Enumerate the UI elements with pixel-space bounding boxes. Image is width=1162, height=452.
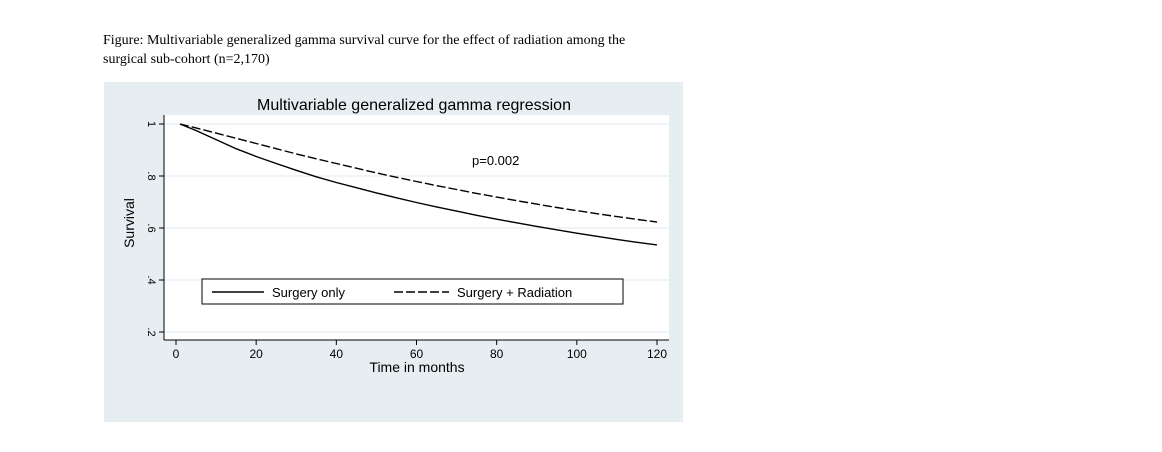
x-tick-label: 0 [173, 347, 180, 361]
y-tick-label: 1 [145, 121, 157, 127]
legend-label-surgery-radiation: Surgery + Radiation [457, 285, 572, 300]
y-axis-ticks: .2 .4 .6 .8 1 [145, 121, 164, 337]
legend-label-surgery-only: Surgery only [272, 285, 345, 300]
series-line-surgery-only [179, 123, 658, 246]
y-tick-label: .8 [145, 171, 157, 180]
x-tick-label: 80 [490, 347, 504, 361]
x-tick-label: 60 [410, 347, 424, 361]
caption-line-2: surgical sub-cohort (n=2,170) [103, 52, 270, 67]
figure-caption: Figure: Multivariable generalized gamma … [103, 31, 683, 69]
legend: Surgery only Surgery + Radiation [201, 278, 624, 305]
y-tick-label: .6 [145, 223, 157, 232]
chart-title: Multivariable generalized gamma regressi… [257, 97, 571, 114]
x-axis-label: Time in months [369, 359, 464, 375]
p-value-annotation: p=0.002 [472, 153, 519, 168]
chart-panel: 0 20 40 60 80 100 120 .2 .4 .6 .8 1 Multivariable … [104, 82, 683, 422]
y-axis-label: Survival [121, 198, 137, 248]
y-tick-label: .4 [145, 275, 157, 284]
survival-chart: 0 20 40 60 80 100 120 .2 .4 .6 .8 1 Multivariable … [121, 97, 669, 375]
x-tick-label: 40 [330, 347, 344, 361]
caption-line-1: Figure: Multivariable generalized gamma … [103, 33, 626, 48]
series-line-surgery-radiation [179, 123, 658, 223]
series-lines [179, 123, 658, 246]
y-tick-label: .2 [145, 327, 157, 336]
x-axis-ticks: 0 20 40 60 80 100 120 [173, 340, 667, 361]
x-tick-label: 120 [647, 347, 667, 361]
x-tick-label: 20 [249, 347, 263, 361]
x-tick-label: 100 [567, 347, 587, 361]
